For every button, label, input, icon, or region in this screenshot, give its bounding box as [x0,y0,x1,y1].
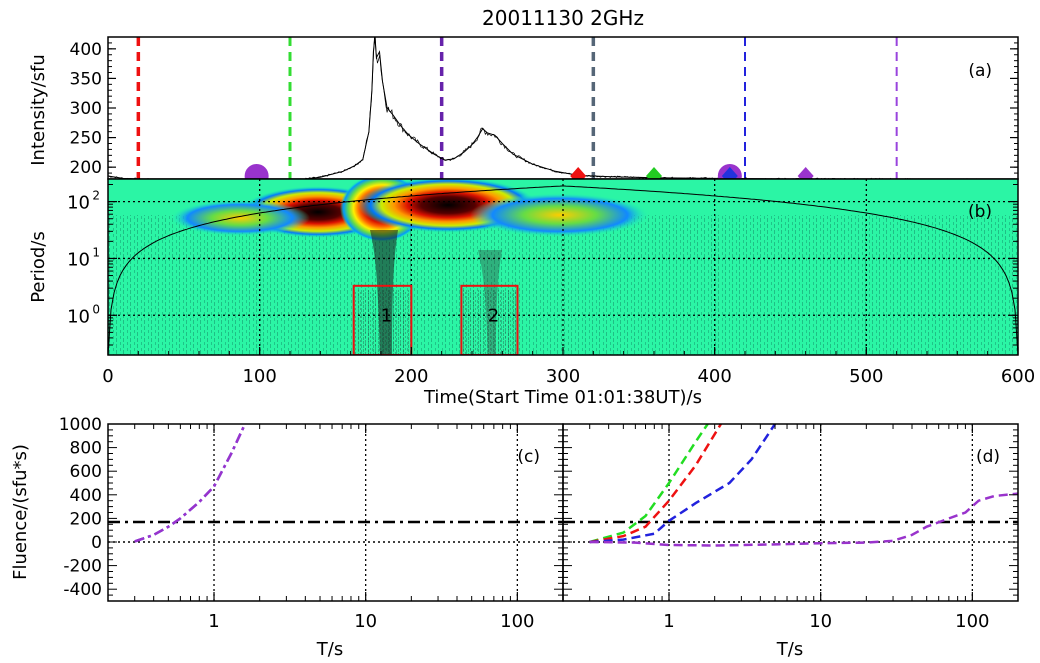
y-tick-exponent: 1 [92,245,100,259]
fluence-series [589,424,722,544]
y-tick-label: 10 [67,249,90,270]
y-tick-label: 0 [91,533,102,553]
panel-b-ylabel: Period/s [28,231,49,303]
x-tick-label: 1 [208,611,219,632]
wavelet-noise-1 [355,290,410,355]
x-tick-label: 200 [394,366,428,387]
x-tick-label: 100 [242,366,276,387]
y-tick-label: 1000 [59,415,102,435]
wavelet-noise-2 [463,290,518,355]
panel-a: 200 250 300 350 400 Intensity/sfu (a) [28,36,1019,180]
panel-b-xlabel: Time(Start Time 01:01:38UT)/s [423,387,702,408]
selection-box-label: 1 [381,305,392,326]
x-tick-label: 10 [809,611,832,632]
intensity-curve [108,37,930,179]
x-tick-label: 400 [697,366,731,387]
panel-c-xlabel: T/s [316,639,343,660]
panel-d-xlabel: T/s [776,639,803,660]
panel-b-grid [108,179,1018,355]
x-tick-label: 500 [849,366,883,387]
wavelet-blob-far-right [470,193,650,237]
y-tick-label: 250 [70,129,102,149]
fluence-series [589,492,1018,547]
x-tick-label: 10 [354,611,377,632]
y-tick-label: 400 [70,40,102,60]
y-tick-label: 10 [67,306,90,327]
panel-c-ticks: 1 10 100 1000 800 600 400 200 0 -200 -400 [59,415,564,632]
panel-a-vlines [136,37,898,179]
panel-d-frame [562,423,1019,602]
fluence-series [589,424,777,544]
marker-diamond [721,167,738,179]
panel-d-ticks: 1 10 100 [562,423,1019,632]
y-tick-label: -200 [63,557,102,577]
fluence-series [589,424,709,544]
y-tick-label: 200 [70,158,102,178]
y-tick-label: 800 [70,439,102,459]
x-tick-label: 600 [1001,366,1035,387]
panel-d-tag: (d) [976,447,1000,467]
panel-c-grid [108,424,563,601]
fluence-series [134,424,247,543]
y-tick-label: -400 [63,580,102,600]
x-tick-label: 100 [500,611,534,632]
intensity-curve-jitter [108,37,1018,179]
panel-a-ylabel: Intensity/sfu [28,54,49,166]
y-tick-label: 350 [70,69,102,89]
marker-diamond [797,167,814,179]
panel-c: 1 10 100 1000 800 600 400 200 0 -200 -400 Fluence/… [10,415,564,660]
y-tick-label: 10 [67,193,90,214]
y-tick-label: 600 [70,462,102,482]
y-tick-exponent: 0 [92,302,100,316]
marker-circle [244,164,269,179]
wavelet-blob-far-left [170,200,310,236]
panel-a-frame [107,36,1019,180]
panel-c-frame [107,423,564,602]
y-tick-label: 300 [70,99,102,119]
panel-a-tag: (a) [968,61,992,81]
panel-a-markers [244,164,814,179]
selection-box-label: 2 [488,305,499,326]
marker-diamond [646,167,662,179]
x-tick-label: 0 [102,366,113,387]
panel-a-ticks: 200 250 300 350 400 [70,36,1018,178]
y-tick-label: 200 [70,509,102,529]
panel-c-tag: (c) [517,447,540,467]
y-tick-label: 400 [70,486,102,506]
x-tick-label: 300 [546,366,580,387]
panel-d-series [589,424,1018,547]
fluence-series [134,424,247,543]
y-tick-exponent: 2 [92,189,100,203]
panel-d-grid [563,424,1018,601]
marker-diamond [570,167,587,179]
figure-title: 20011130 2GHz [482,6,644,30]
panel-c-ylabel: Fluence/(sfu*s) [10,444,31,580]
panel-c-series [134,424,247,543]
x-tick-label: 1 [663,611,674,632]
panel-d: 1 10 100 T/s (d) [562,423,1019,660]
panel-b-tag: (b) [968,202,992,222]
x-tick-label: 100 [955,611,989,632]
